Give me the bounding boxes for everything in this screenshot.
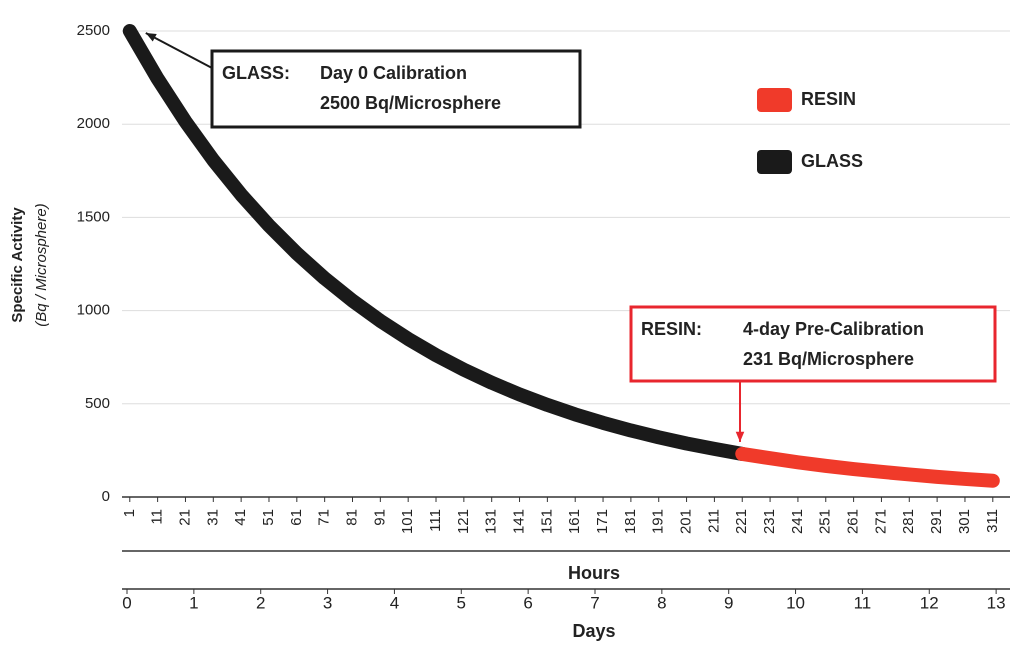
x-tick-label: 271 <box>872 509 889 534</box>
x-tick-label: 11 <box>149 509 166 525</box>
x-tick-label: 221 <box>733 509 750 534</box>
y-tick-label: 2000 <box>77 115 110 132</box>
x-tick-label: 111 <box>427 509 444 532</box>
x2-tick-label: 5 <box>457 593 466 612</box>
x-tick-label: 41 <box>232 509 249 526</box>
y-tick-label: 2500 <box>77 22 110 39</box>
x-tick-label: 61 <box>288 509 305 526</box>
y-tick-label: 1000 <box>77 302 110 319</box>
annotation-box <box>629 305 997 383</box>
x2-axis-label: Days <box>572 621 615 641</box>
x2-tick-label: 1 <box>189 593 198 612</box>
x-tick-label: 211 <box>705 509 722 533</box>
x-tick-label: 1 <box>121 509 138 517</box>
x-tick-label: 101 <box>399 509 416 534</box>
x2-tick-label: 11 <box>854 593 872 612</box>
x-tick-label: 171 <box>594 509 611 534</box>
x-tick-label: 121 <box>455 509 472 534</box>
x-tick-label: 81 <box>343 509 360 526</box>
annotation-arrowhead <box>145 33 157 42</box>
line-series <box>122 24 750 461</box>
annotation-text: 4-day Pre-Calibration <box>743 319 924 339</box>
y-axis-label: Specific Activity <box>9 207 26 323</box>
x-tick-label: 291 <box>928 509 945 534</box>
x-tick-label: 51 <box>260 509 277 526</box>
y-axis-sublabel: (Bq / Microsphere) <box>33 203 50 326</box>
x-tick-label: 91 <box>371 509 388 526</box>
x-tick-label: 151 <box>538 509 555 534</box>
x-tick-label: 71 <box>316 509 333 526</box>
annotation-text: 2500 Bq/Microsphere <box>320 93 501 113</box>
x2-tick-label: 12 <box>920 593 939 612</box>
x-tick-label: 201 <box>678 509 695 534</box>
x2-tick-label: 10 <box>786 593 805 612</box>
x2-tick-label: 2 <box>256 593 265 612</box>
x-tick-label: 311 <box>984 509 1001 533</box>
line-series <box>735 446 1000 488</box>
legend-label: RESIN <box>801 89 856 109</box>
x2-tick-label: 8 <box>657 593 666 612</box>
annotation-text: Day 0 Calibration <box>320 63 467 83</box>
x-tick-label: 261 <box>845 509 862 534</box>
x-tick-label: 131 <box>483 509 500 534</box>
x-tick-label: 241 <box>789 509 806 534</box>
x2-tick-label: 9 <box>724 593 733 612</box>
y-tick-label: 500 <box>85 395 110 412</box>
legend-label: GLASS <box>801 151 863 171</box>
y-tick-label: 0 <box>102 488 110 505</box>
legend-swatch <box>757 150 792 174</box>
annotation-label: RESIN: <box>641 319 702 339</box>
x-tick-label: 281 <box>900 509 917 534</box>
x-tick-label: 21 <box>176 509 193 526</box>
annotation-label: GLASS: <box>222 63 290 83</box>
x-tick-label: 161 <box>566 509 583 534</box>
y-tick-label: 1500 <box>77 208 110 225</box>
x2-tick-label: 0 <box>122 593 131 612</box>
x-tick-label: 251 <box>817 509 834 534</box>
annotation-arrowhead <box>735 431 745 442</box>
x-tick-label: 191 <box>650 509 667 534</box>
x2-tick-label: 13 <box>987 593 1006 612</box>
x2-tick-label: 7 <box>590 593 599 612</box>
x2-tick-label: 6 <box>523 593 532 612</box>
annotation-box <box>210 49 582 129</box>
legend-swatch <box>757 88 792 112</box>
annotation-text: 231 Bq/Microsphere <box>743 349 914 369</box>
x-tick-label: 231 <box>761 509 778 534</box>
x2-tick-label: 3 <box>323 593 332 612</box>
x-tick-label: 141 <box>511 509 528 534</box>
annotation-arrow <box>145 32 213 69</box>
x-tick-label: 181 <box>622 509 639 534</box>
x-tick-label: 301 <box>956 509 973 534</box>
x-axis-label: Hours <box>568 563 620 583</box>
x-tick-label: 31 <box>204 509 221 526</box>
x2-tick-label: 4 <box>390 593 399 612</box>
